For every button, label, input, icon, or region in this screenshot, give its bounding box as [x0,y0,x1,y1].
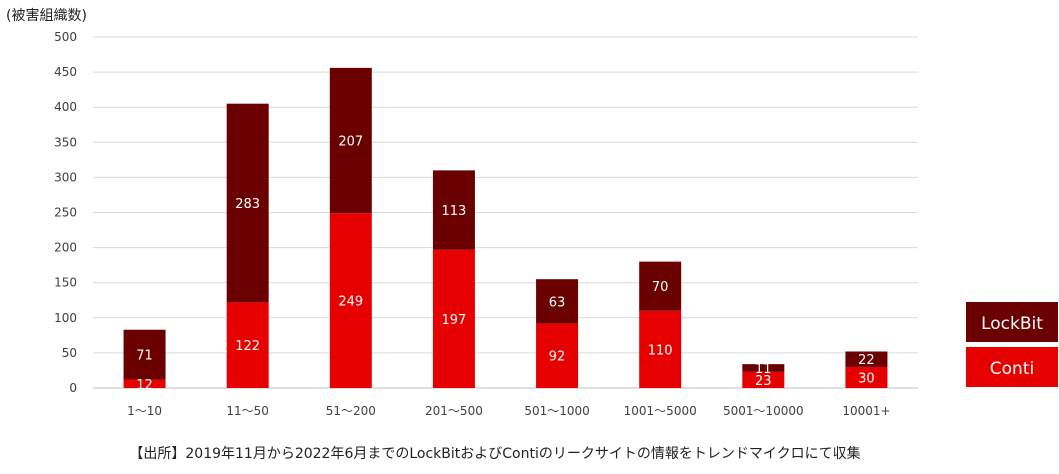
x-tick-label: 5001〜10000 [723,404,804,418]
bar-conti-2 [329,213,372,388]
y-tick-label: 100 [54,311,77,325]
y-tick-label: 450 [54,65,77,79]
x-tick-label: 201〜500 [425,404,483,418]
y-tick-label: 150 [54,276,77,290]
data-label: 23 [755,374,772,389]
bar-lockbit-3 [432,170,475,250]
y-tick-label: 200 [54,241,77,255]
bar-lockbit-2 [329,67,372,214]
bar-lockbit-1 [226,103,269,303]
bar-conti-7 [845,366,888,388]
legend: LockBit Conti [966,302,1058,387]
y-tick-label: 0 [69,381,77,395]
y-tick-label: 350 [54,135,77,149]
data-label: 11 [755,362,772,377]
y-tick-label: 250 [54,206,77,220]
legend-label-lockbit: LockBit [981,314,1043,334]
data-label: 197 [442,313,467,328]
data-label: 283 [235,197,260,212]
bar-lockbit-0 [123,329,166,380]
bar-conti-6 [742,371,785,388]
x-tick-label: 11〜50 [226,404,269,418]
y-tick-label: 500 [54,30,77,44]
data-label: 113 [442,204,467,219]
data-label: 30 [858,371,875,386]
data-label: 70 [652,280,669,295]
bar-lockbit-5 [639,261,682,311]
y-tick-label: 50 [62,346,77,360]
source-note: 【出所】2019年11月から2022年6月までのLockBitおよびContiの… [129,445,860,462]
data-label: 12 [136,378,153,393]
grid [93,36,918,389]
bar-conti-0 [123,379,166,388]
legend-swatch-lockbit [966,302,1058,342]
x-tick-label: 1001〜5000 [624,404,697,418]
y-tick-label: 300 [54,170,77,184]
bar-conti-1 [226,302,269,388]
bar-conti-5 [639,310,682,388]
x-tick-label: 10001+ [842,404,890,418]
data-label: 92 [549,350,566,365]
bar-conti-3 [432,249,475,388]
legend-swatch-conti [966,347,1058,387]
data-label: 207 [338,135,363,150]
data-label: 110 [648,343,673,358]
y-tick-label: 400 [54,100,77,114]
bar-lockbit-4 [536,279,579,324]
data-label: 122 [235,339,260,354]
x-tick-label: 501〜1000 [524,404,589,418]
bar-lockbit-7 [845,351,888,367]
data-label: 22 [858,353,875,368]
axes: 0 50 100 150 200 250 300 350 400 450 500 1〜10 11〜50 5… [54,30,890,418]
data-label: 63 [549,295,566,310]
bars [123,67,888,388]
data-label: 249 [338,295,363,310]
x-tick-label: 51〜200 [326,404,376,418]
y-axis-unit-label: (被害組織数) [6,8,87,24]
x-tick-label: 1〜10 [127,404,162,418]
bar-lockbit-6 [742,364,785,372]
data-label: 71 [136,349,153,364]
legend-label-conti: Conti [990,359,1034,379]
bar-conti-4 [536,323,579,388]
